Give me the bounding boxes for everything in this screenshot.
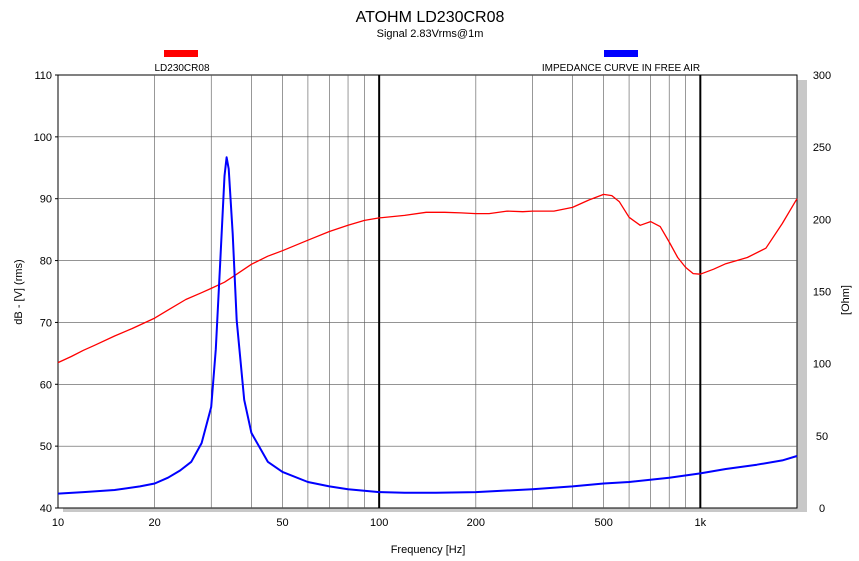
- legend: LD230CR08 IMPEDANCE CURVE IN FREE AIR: [154, 50, 700, 74]
- x-tick-label: 20: [149, 517, 161, 529]
- x-axis-label: Frequency [Hz]: [391, 544, 466, 556]
- y-left-tick-label: 110: [34, 70, 52, 82]
- y-right-tick-label: 200: [813, 214, 831, 226]
- y-right-tick-label: 300: [813, 70, 831, 82]
- x-axis-ticks: 10 20 50 100 200 500 1k: [52, 517, 707, 529]
- legend-swatch-impedance: [604, 50, 638, 57]
- y-left-tick-label: 60: [40, 379, 52, 391]
- grid: [58, 75, 797, 508]
- plot-area: [57, 74, 798, 509]
- series-line-impedance: [57, 156, 798, 495]
- y-left-tick-label: 90: [40, 194, 52, 206]
- right-axis-ticks: 0 50 100 150 200 250 300: [813, 70, 831, 515]
- y-right-tick-label: 100: [813, 359, 831, 371]
- legend-swatch-spl: [164, 50, 198, 57]
- y-left-tick-label: 40: [40, 503, 52, 515]
- x-tick-label: 1k: [695, 517, 707, 529]
- x-tick-label: 10: [52, 517, 64, 529]
- y-left-tick-label: 50: [40, 441, 52, 453]
- left-axis-ticks: 40 50 60 70 80 90 100 110: [34, 70, 58, 515]
- y-right-tick-label: 150: [813, 287, 831, 299]
- y-axis-right-label: [Ohm]: [840, 285, 852, 315]
- chart-subtitle: Signal 2.83Vrms@1m: [377, 28, 484, 40]
- legend-label-impedance: IMPEDANCE CURVE IN FREE AIR: [542, 63, 700, 74]
- y-right-tick-label: 0: [819, 503, 825, 515]
- y-right-tick-label: 50: [816, 431, 828, 443]
- series-line-spl: [57, 193, 798, 364]
- y-left-tick-label: 70: [40, 317, 52, 329]
- x-tick-label: 50: [276, 517, 288, 529]
- y-right-tick-label: 250: [813, 142, 831, 154]
- y-axis-left-label: dB - [V] (rms): [13, 259, 25, 324]
- chart-title: ATOHM LD230CR08: [356, 9, 505, 26]
- legend-label-spl: LD230CR08: [154, 63, 209, 74]
- x-tick-label: 500: [594, 517, 612, 529]
- x-tick-label: 200: [467, 517, 485, 529]
- y-left-tick-label: 100: [34, 132, 52, 144]
- x-tick-label: 100: [370, 517, 388, 529]
- y-left-tick-label: 80: [40, 256, 52, 268]
- series-layer: [57, 156, 798, 495]
